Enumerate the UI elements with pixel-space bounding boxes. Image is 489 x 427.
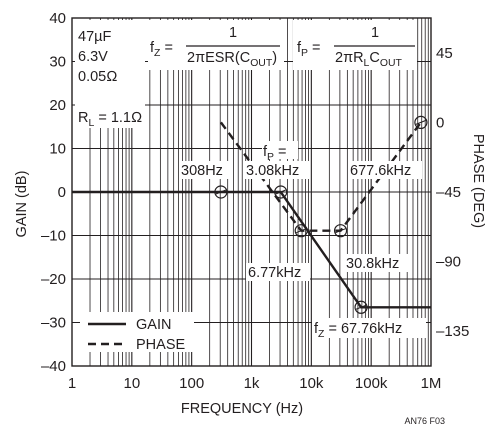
label-fz-67-76khz-part: f xyxy=(314,321,319,337)
y-tick-label-left: 20 xyxy=(49,97,66,114)
legend-phase-label: PHASE xyxy=(136,337,185,353)
label-fp-top-bg xyxy=(262,141,298,159)
point-marker-slash xyxy=(415,119,427,125)
formula-fp-denominator-part: OUT xyxy=(380,58,403,69)
formula-fz-denominator-part: 2πESR(C xyxy=(187,50,250,66)
label-fp-top-part: f xyxy=(263,144,268,160)
y-tick-label-left: –10 xyxy=(41,228,66,245)
y-axis-title-right: PHASE (DEG) xyxy=(470,134,486,228)
component-load-resistance-part: = 1.1Ω xyxy=(94,110,142,126)
point-marker-slash xyxy=(335,228,346,234)
y-axis-title-left: GAIN (dB) xyxy=(14,171,30,238)
y-tick-label-right: 45 xyxy=(436,45,453,62)
formula-fz-numerator: 1 xyxy=(229,25,237,41)
label-fz-bg xyxy=(312,318,426,338)
label-6-77khz: 6.77kHz xyxy=(248,265,301,281)
formula-fz-denominator: 2πESR(COUT) xyxy=(187,50,277,69)
x-tick-label: 100 xyxy=(179,375,204,392)
label-fz-67-76khz-part: = 67.76kHz xyxy=(324,321,402,337)
x-axis-title: FREQUENCY (Hz) xyxy=(181,401,303,417)
point-marker xyxy=(414,115,428,130)
formula-fz-label-part: = xyxy=(160,40,173,56)
y-tick-label-right: 0 xyxy=(436,114,444,131)
point-marker-slash xyxy=(355,304,367,310)
point-marker xyxy=(354,300,368,314)
y-tick-label-left: –40 xyxy=(41,358,66,375)
point-marker xyxy=(214,185,228,199)
legend-gain-label: GAIN xyxy=(136,317,171,333)
label-fz-67-76khz: fZ = 67.76kHz xyxy=(314,321,402,340)
y-tick-label-left: –30 xyxy=(41,315,66,332)
plot-frame xyxy=(71,17,432,367)
y-tick-label-left: 10 xyxy=(49,141,66,158)
point-marker xyxy=(333,224,348,238)
series-line-gain xyxy=(72,190,431,309)
label-fp-top: fP = xyxy=(263,144,287,163)
formula-fp-label: fP = xyxy=(297,40,321,59)
x-tick-label: 1M xyxy=(421,375,442,392)
label-3080-bg xyxy=(244,161,310,179)
component-load-resistance-part: R xyxy=(78,110,88,126)
formula-fp-numerator: 1 xyxy=(371,25,379,41)
component-load-resistance: RL = 1.1Ω xyxy=(78,110,142,129)
label-308-bg xyxy=(180,161,232,179)
label-677-6khz: 677.6kHz xyxy=(350,163,411,179)
x-tick-label: 100k xyxy=(355,375,388,392)
formula-fp-bg xyxy=(293,20,417,70)
label-3-08khz: 3.08kHz xyxy=(246,163,299,179)
point-marker xyxy=(294,224,308,238)
label-6770-bg xyxy=(246,263,310,281)
label-fz-67-76khz-part: Z xyxy=(318,329,325,340)
label-fp-top-part: P xyxy=(267,152,274,163)
formula-fp-denominator-part: 2πR xyxy=(335,50,364,66)
formula-fz-label: fZ = xyxy=(150,40,173,59)
point-marker-slash xyxy=(296,228,307,234)
formula-fz-denominator-part: ) xyxy=(272,50,277,66)
component-voltage: 6.3V xyxy=(78,49,108,65)
formula-fp-label-part: f xyxy=(297,40,302,56)
formula-fz-denominator-part: OUT xyxy=(250,58,273,69)
legend-bg xyxy=(80,312,194,352)
component-capacitance: 47µF xyxy=(78,29,111,45)
label-677600-bg xyxy=(348,161,422,179)
point-marker-slash xyxy=(275,189,286,195)
label-30800-bg xyxy=(344,254,410,272)
point-marker xyxy=(274,185,288,199)
component-load-resistance-part: L xyxy=(88,118,94,129)
formula-fz-label-part: f xyxy=(150,40,155,56)
formula-fp-denominator-part: L xyxy=(364,58,370,69)
y-tick-label-left: 40 xyxy=(49,10,66,27)
formula-fp-denominator-part: C xyxy=(369,50,379,66)
formula-fp-label-part: = xyxy=(308,40,321,56)
point-marker-slash xyxy=(215,189,227,195)
x-tick-label: 10 xyxy=(123,375,140,392)
label-fp-top-part: = xyxy=(274,144,287,160)
y-tick-label-left: –20 xyxy=(41,271,66,288)
y-tick-label-left: 0 xyxy=(58,184,66,201)
formula-fp-label-part: P xyxy=(301,48,308,59)
y-tick-label-left: 30 xyxy=(49,54,66,71)
component-esr: 0.05Ω xyxy=(78,69,117,85)
formula-fp-denominator: 2πRLCOUT xyxy=(335,50,403,69)
formula-fz-label-part: Z xyxy=(154,48,161,59)
x-tick-label: 10k xyxy=(299,375,324,392)
label-30-8khz: 30.8kHz xyxy=(346,256,399,272)
component-box-bg xyxy=(75,20,145,128)
formula-fz-bg xyxy=(148,20,284,70)
label-308hz: 308Hz xyxy=(181,163,223,179)
x-tick-label: 1 xyxy=(68,375,76,392)
y-tick-label-right: –45 xyxy=(436,184,461,201)
tick-labels: 1 10 100 1k 10k 100k 1M403020100–10–20–30–4045… xyxy=(41,10,469,392)
y-tick-label-right: –90 xyxy=(436,254,461,271)
x-tick-label: 1k xyxy=(244,375,260,392)
figure-id: AN76 F03 xyxy=(404,416,445,426)
y-tick-label-right: –135 xyxy=(436,323,469,340)
